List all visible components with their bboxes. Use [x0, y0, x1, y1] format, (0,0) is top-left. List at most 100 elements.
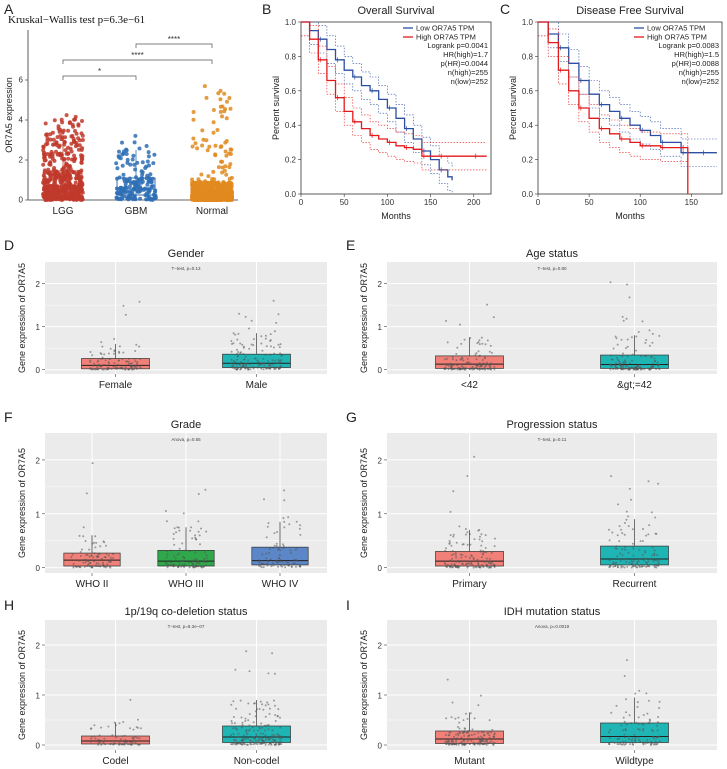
data-point	[111, 734, 114, 737]
data-point	[118, 350, 120, 353]
data-point	[201, 137, 206, 142]
data-point	[258, 727, 261, 730]
data-point	[638, 548, 641, 551]
data-point	[50, 156, 55, 161]
data-point	[450, 365, 453, 368]
data-point	[101, 368, 104, 371]
data-point	[103, 363, 106, 366]
data-point	[131, 197, 136, 202]
data-point	[279, 365, 282, 367]
data-point	[653, 357, 656, 360]
data-point	[265, 742, 268, 744]
data-point	[263, 498, 265, 501]
data-point	[279, 343, 282, 346]
data-point	[612, 368, 615, 371]
data-point	[222, 91, 227, 96]
data-point	[80, 157, 85, 161]
data-point	[493, 368, 496, 371]
data-point	[230, 703, 233, 706]
data-point	[108, 565, 111, 568]
data-point	[279, 726, 282, 729]
data-point	[261, 553, 264, 556]
data-point	[458, 721, 461, 724]
data-point	[623, 558, 625, 561]
data-point	[100, 341, 103, 344]
data-point	[250, 743, 253, 746]
data-point	[224, 153, 229, 158]
stat-line: Logrank p=0.0083	[658, 41, 719, 50]
data-point	[124, 366, 127, 369]
data-point	[80, 119, 84, 123]
data-point	[271, 359, 274, 362]
data-point	[98, 734, 101, 737]
data-point	[51, 197, 55, 202]
data-point	[194, 551, 197, 554]
data-point	[148, 172, 153, 177]
significance-label: ****	[168, 35, 180, 44]
data-point	[644, 341, 647, 344]
data-point	[625, 560, 628, 563]
data-point	[485, 743, 488, 746]
data-point	[264, 704, 267, 707]
data-point	[477, 529, 480, 532]
x-category-label: Recurrent	[613, 579, 657, 590]
data-point	[258, 559, 261, 562]
y-tick-label: 2	[36, 456, 41, 465]
data-point	[631, 542, 634, 545]
data-point	[97, 738, 100, 741]
data-point	[463, 730, 466, 733]
data-point	[139, 364, 142, 367]
data-point	[196, 181, 201, 186]
data-point	[656, 729, 659, 732]
data-point	[188, 550, 191, 553]
panel-letter-e: E	[346, 237, 355, 253]
data-point	[165, 564, 168, 567]
data-point	[117, 363, 119, 366]
x-category-label: Male	[246, 380, 268, 391]
data-point	[447, 364, 450, 367]
data-point	[238, 363, 241, 366]
data-point	[109, 347, 112, 350]
data-point	[90, 737, 93, 740]
data-point	[280, 359, 283, 362]
data-point	[477, 736, 480, 739]
data-point	[85, 492, 88, 495]
data-point	[118, 743, 121, 746]
data-point	[239, 699, 242, 702]
data-point	[62, 142, 67, 147]
data-point	[60, 178, 65, 183]
data-point	[272, 361, 275, 364]
data-point	[258, 561, 261, 564]
data-point	[183, 565, 186, 568]
data-point	[473, 717, 476, 720]
data-point	[282, 517, 285, 520]
data-point	[88, 548, 91, 551]
data-point	[447, 739, 450, 742]
data-point	[276, 714, 279, 717]
data-point	[619, 743, 622, 745]
data-point	[271, 562, 274, 565]
data-point	[492, 735, 495, 738]
data-point	[99, 365, 102, 368]
data-point	[202, 185, 207, 190]
data-point	[623, 720, 626, 723]
data-point	[645, 557, 647, 560]
data-point	[84, 561, 87, 564]
data-point	[205, 554, 208, 557]
x-category-label: &gt;=42	[617, 380, 652, 391]
data-point	[488, 363, 491, 366]
data-point	[488, 350, 491, 353]
data-point	[641, 540, 644, 542]
data-point	[269, 340, 272, 342]
data-point	[619, 552, 622, 555]
data-point	[62, 157, 66, 162]
data-point	[132, 364, 134, 367]
data-point	[658, 368, 661, 371]
data-point	[625, 742, 628, 745]
data-point	[626, 283, 629, 286]
data-point	[471, 728, 474, 731]
data-point	[63, 148, 68, 153]
data-point	[651, 554, 654, 557]
data-point	[260, 363, 263, 365]
chart-title: Grade	[171, 419, 202, 431]
